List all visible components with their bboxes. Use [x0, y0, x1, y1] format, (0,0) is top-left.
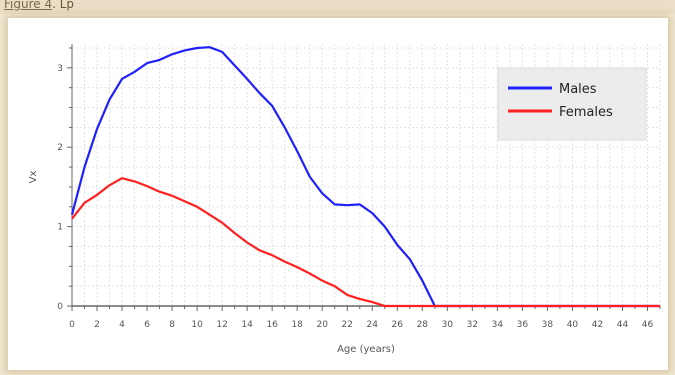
series-line-females [71, 177, 660, 308]
x-tick-label: 6 [144, 320, 150, 330]
x-tick-label: 8 [169, 320, 175, 330]
x-tick-label: 44 [617, 320, 629, 330]
legend-label-females: Females [559, 105, 613, 120]
legend-box [497, 67, 647, 141]
y-tick-label: 3 [57, 64, 63, 74]
x-tick-label: 12 [216, 320, 227, 330]
chart-panel: 0 2 4 6 8 10 12 14 16 18 20 22 24 26 28 30 32 34 36 38 40 42 4… [8, 18, 668, 370]
x-tick-label: 36 [517, 320, 529, 330]
y-tick-label: 0 [57, 302, 63, 312]
x-tick-label: 20 [316, 320, 328, 330]
x-tick-label: 2 [94, 320, 100, 330]
x-tick-label: 10 [191, 320, 203, 330]
x-tick-label: 14 [241, 320, 253, 330]
caption-strip: Figure 4. Lp [0, 0, 675, 14]
x-tick-label: 38 [542, 320, 554, 330]
x-tick-label: 22 [342, 320, 353, 330]
x-tick-label: 42 [592, 320, 603, 330]
y-axis-title: Vx [28, 171, 39, 184]
x-tick-label: 18 [291, 320, 303, 330]
x-tick-label: 26 [392, 320, 404, 330]
y-tick-label: 1 [57, 223, 63, 233]
x-tick-label: 0 [69, 320, 75, 330]
legend-label-males: Males [559, 82, 597, 97]
ticks: 0 2 4 6 8 10 12 14 16 18 20 22 24 26 28 30 32 34 36 38 40 42 4… [57, 47, 661, 330]
x-axis-title: Age (years) [337, 344, 395, 355]
figure-caption: Figure 4. Lp [4, 0, 74, 11]
series [70, 46, 660, 308]
caption-rest: . Lp [52, 0, 75, 11]
x-tick-label: 16 [266, 320, 278, 330]
x-tick-label: 34 [492, 320, 504, 330]
x-tick-label: 24 [367, 320, 379, 330]
legend: Males Females [497, 67, 647, 141]
x-tick-label: 46 [642, 320, 654, 330]
x-tick-label: 32 [467, 320, 478, 330]
line-chart: 0 2 4 6 8 10 12 14 16 18 20 22 24 26 28 30 32 34 36 38 40 42 4… [28, 44, 661, 355]
y-tick-label: 2 [57, 143, 63, 153]
x-tick-label: 30 [442, 320, 454, 330]
figure-link[interactable]: Figure 4 [4, 0, 53, 11]
x-tick-label: 28 [417, 320, 429, 330]
x-tick-label: 40 [567, 320, 579, 330]
x-tick-label: 4 [119, 320, 125, 330]
